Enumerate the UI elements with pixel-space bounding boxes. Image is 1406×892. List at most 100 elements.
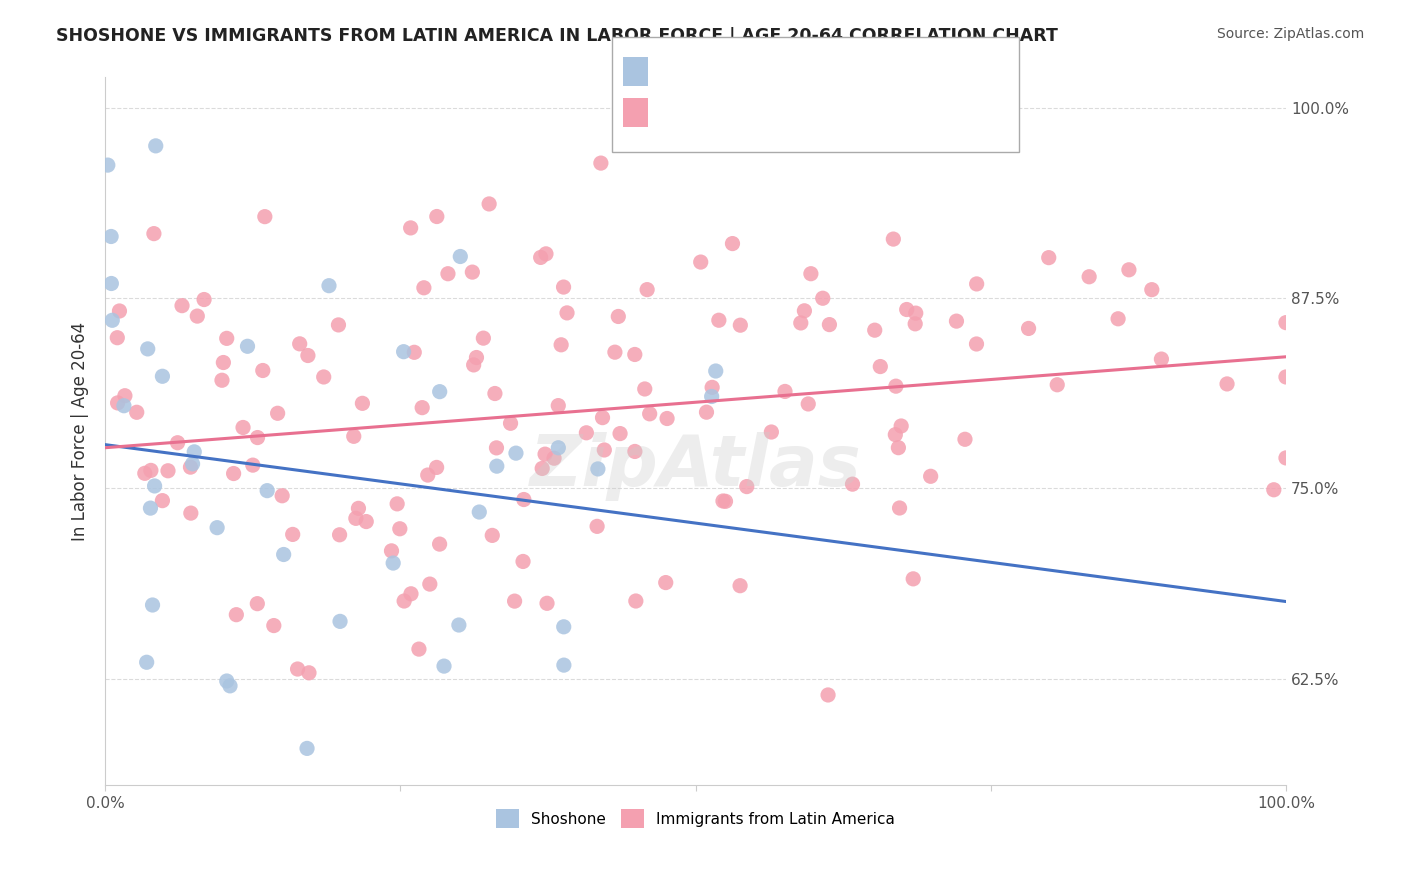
- Point: [263, 618, 285, 632]
- Point: [728, 579, 751, 593]
- Point: [797, 397, 820, 411]
- Point: [945, 314, 967, 328]
- Point: [101, 313, 124, 327]
- Point: [180, 506, 202, 520]
- Point: [904, 317, 927, 331]
- Point: [896, 302, 918, 317]
- Point: [773, 384, 796, 399]
- Point: [811, 291, 834, 305]
- Point: [404, 345, 426, 359]
- Point: [553, 620, 575, 634]
- Point: [312, 370, 335, 384]
- Point: [328, 318, 350, 332]
- Point: [592, 410, 614, 425]
- Point: [211, 373, 233, 387]
- Point: [412, 281, 434, 295]
- Point: [1216, 376, 1239, 391]
- Point: [512, 554, 534, 568]
- Point: [550, 338, 572, 352]
- Point: [344, 511, 367, 525]
- Point: [179, 460, 201, 475]
- Point: [429, 537, 451, 551]
- Point: [800, 267, 823, 281]
- Point: [654, 575, 676, 590]
- Point: [318, 278, 340, 293]
- Point: [730, 318, 752, 333]
- Point: [205, 521, 228, 535]
- Point: [707, 313, 730, 327]
- Point: [215, 331, 238, 345]
- Point: [388, 522, 411, 536]
- Point: [429, 384, 451, 399]
- Point: [1140, 283, 1163, 297]
- Point: [399, 587, 422, 601]
- Point: [392, 594, 415, 608]
- Point: [112, 399, 135, 413]
- Point: [107, 396, 129, 410]
- Point: [543, 451, 565, 466]
- Point: [655, 411, 678, 425]
- Point: [266, 406, 288, 420]
- Point: [624, 594, 647, 608]
- Point: [1275, 370, 1298, 384]
- Point: [700, 380, 723, 394]
- Point: [252, 363, 274, 377]
- Point: [841, 477, 863, 491]
- Point: [222, 467, 245, 481]
- Point: [225, 607, 247, 622]
- Point: [735, 479, 758, 493]
- Text: -0.091: -0.091: [714, 67, 769, 82]
- Point: [242, 458, 264, 472]
- Point: [100, 277, 122, 291]
- Point: [603, 345, 626, 359]
- Point: [385, 497, 408, 511]
- Y-axis label: In Labor Force | Age 20-64: In Labor Force | Age 20-64: [72, 322, 89, 541]
- Point: [481, 528, 503, 542]
- Point: [139, 501, 162, 516]
- Point: [253, 210, 276, 224]
- Point: [273, 548, 295, 562]
- Point: [352, 396, 374, 410]
- Point: [416, 468, 439, 483]
- Point: [1263, 483, 1285, 497]
- Point: [219, 679, 242, 693]
- Point: [503, 594, 526, 608]
- Point: [114, 389, 136, 403]
- Point: [287, 662, 309, 676]
- Point: [136, 342, 159, 356]
- Point: [1078, 269, 1101, 284]
- Point: [433, 659, 456, 673]
- Point: [97, 158, 120, 172]
- Point: [329, 528, 352, 542]
- Point: [485, 441, 508, 455]
- Point: [790, 316, 813, 330]
- Point: [329, 615, 352, 629]
- Point: [547, 399, 569, 413]
- Text: N =: N =: [794, 107, 828, 122]
- Point: [215, 673, 238, 688]
- Point: [145, 139, 167, 153]
- Point: [347, 501, 370, 516]
- Point: [869, 359, 891, 374]
- Point: [903, 572, 925, 586]
- Point: [818, 318, 841, 332]
- Text: R =: R =: [654, 107, 688, 122]
- Point: [399, 221, 422, 235]
- Point: [575, 425, 598, 440]
- Point: [887, 441, 910, 455]
- Point: [408, 642, 430, 657]
- Point: [623, 347, 645, 361]
- Point: [246, 431, 269, 445]
- Point: [343, 429, 366, 443]
- Point: [553, 658, 575, 673]
- Point: [553, 280, 575, 294]
- Point: [271, 489, 294, 503]
- Point: [108, 304, 131, 318]
- Point: [485, 459, 508, 474]
- Point: [884, 427, 907, 442]
- Point: [695, 405, 717, 419]
- Point: [884, 379, 907, 393]
- Text: 39: 39: [848, 67, 869, 82]
- Point: [700, 389, 723, 403]
- Point: [484, 386, 506, 401]
